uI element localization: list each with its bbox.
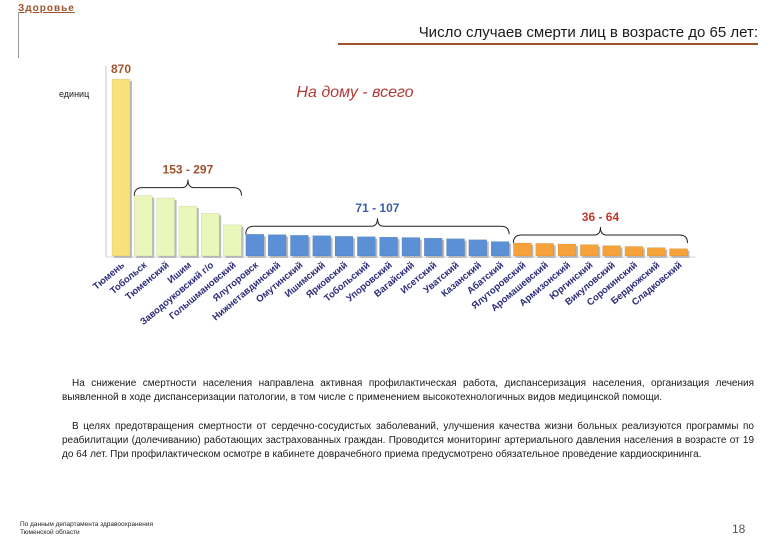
bar-абатский (490, 241, 510, 257)
brace-71-107 (245, 218, 510, 235)
y-axis-label: единиц (59, 89, 90, 99)
bar-нижнетавдинский (267, 234, 287, 257)
bar-ялуторовск (245, 233, 265, 257)
paragraph-cardio-programs: В целях предотвращения смертности от сер… (62, 421, 754, 461)
bar-тобольск (134, 195, 153, 257)
range-label-36-64: 36 - 64 (582, 210, 620, 224)
bar-тобольский (357, 236, 376, 257)
page-title: Число случаев смерти лиц в возрасте до 6… (418, 24, 758, 41)
bar-аромашевский (535, 243, 554, 257)
section-link[interactable]: Здоровье (18, 3, 75, 14)
bar-сорокинский (624, 246, 644, 257)
brace-153-297 (133, 179, 242, 196)
range-label-71-107: 71 - 107 (355, 201, 399, 215)
source-note: По данным департамента здравоохранения Т… (20, 521, 153, 537)
source-line-2: Тюменской области (20, 529, 80, 536)
bar-викуловский (602, 245, 621, 257)
bar-упоровский (379, 236, 398, 257)
bar-армизонский (557, 243, 577, 257)
bar-ярковский (334, 236, 354, 257)
bar-ишимский (312, 235, 331, 257)
range-label-153-297: 153 - 297 (163, 163, 214, 177)
bar-казанский (468, 239, 488, 257)
bar-исетский (423, 237, 443, 257)
brace-36-64 (512, 226, 688, 244)
page-number: 18 (732, 522, 746, 536)
source-line-1: По данным департамента здравоохранения (20, 521, 153, 528)
bar-ишим (178, 205, 198, 257)
bar-ялуторовский (513, 242, 532, 257)
bar-тюмень (111, 78, 131, 257)
bar-уватский (446, 238, 465, 257)
paragraph-prevention: На снижение смертности населения направл… (62, 378, 754, 404)
header-underline (338, 43, 758, 45)
bar-юргинский (580, 244, 599, 257)
bar-сладковский (669, 248, 688, 257)
bar-голышмановский (223, 224, 242, 257)
bar-тюменский (156, 197, 175, 257)
header-divider-vertical (18, 12, 19, 58)
chart-title: На дому - всего (296, 84, 414, 101)
bar-заводоуковский-г-о (200, 213, 220, 257)
data-label-870: 870 (111, 62, 131, 76)
bar-бердюжский (646, 247, 666, 257)
bar-chart: ТюменьТобольскТюменскийИшимЗаводоуковски… (91, 62, 696, 328)
bar-вагайский (401, 237, 421, 257)
bar-омутинский (290, 235, 309, 257)
